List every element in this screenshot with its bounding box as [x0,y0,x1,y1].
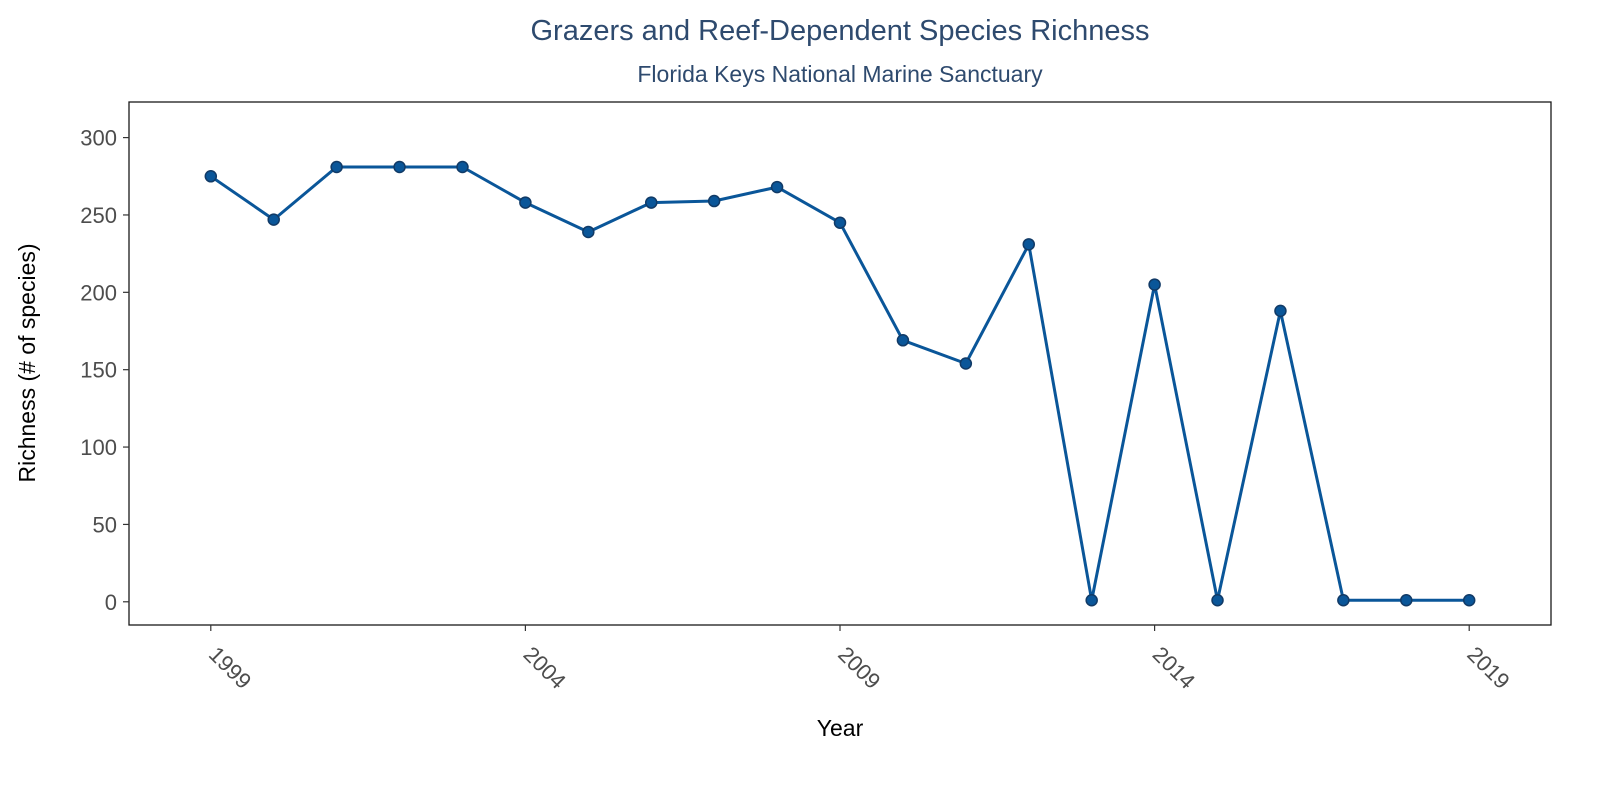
series-line [209,165,1470,602]
x-tick-label: 2014 [1148,642,1200,694]
x-tick-label: 2019 [1462,642,1514,694]
data-point [644,196,658,209]
y-tick-label: 50 [93,512,117,537]
y-tick-label: 250 [80,203,117,228]
data-point [1148,278,1161,291]
data-point [1462,593,1476,607]
y-tick-label: 0 [105,590,117,615]
data-point [393,160,406,174]
x-tick-label: 1999 [204,642,256,694]
chart-title: Grazers and Reef-Dependent Species Richn… [531,15,1150,47]
data-point [959,357,973,370]
x-tick-label: 2009 [833,642,885,694]
y-tick-label: 200 [80,280,117,305]
data-point [1337,593,1350,607]
x-tick-label: 2004 [519,642,571,694]
data-point [267,213,280,226]
data-point [204,170,218,183]
x-axis: 1999 2004 2009 2014 2019 [204,625,1515,694]
y-tick-label: 100 [80,435,117,460]
y-tick-label: 150 [80,358,117,383]
data-point [770,180,784,194]
data-point [1022,238,1036,251]
plot-panel-border [128,101,1552,626]
data-point [1085,593,1098,607]
data-point [1274,304,1287,318]
data-point [1211,593,1224,607]
x-axis-label: Year [817,715,864,741]
chart-subtitle: Florida Keys National Marine Sanctuary [637,61,1043,87]
data-point [582,225,595,239]
y-axis-label: Richness (# of species) [14,243,40,482]
data-point [330,160,343,174]
data-point [1400,593,1413,607]
data-point [896,334,910,347]
data-point [519,196,532,209]
data-point [833,216,847,229]
y-tick-label: 300 [80,126,117,151]
data-point [707,194,721,208]
data-point [456,160,469,174]
y-axis: 0 50 100 150 200 250 300 [80,126,129,615]
data-points [204,160,1476,607]
